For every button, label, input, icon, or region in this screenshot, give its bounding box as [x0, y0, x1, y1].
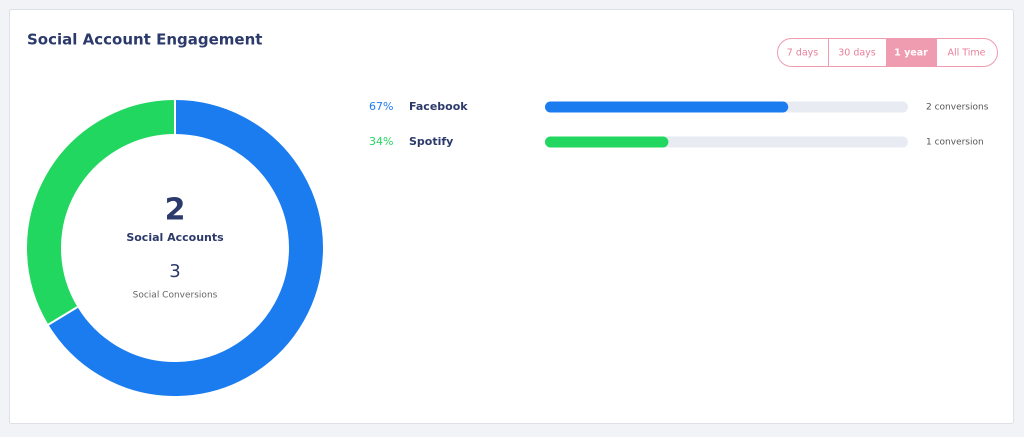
- account-name: Spotify: [409, 135, 453, 148]
- rows: 67% Facebook 2 conversions 34% Spotify 1 conv…: [369, 100, 989, 148]
- percent-label: 67%: [369, 100, 393, 113]
- donut: 2 Social Accounts 3 Social Conversions: [27, 100, 323, 396]
- filter-button[interactable]: 7 days: [787, 48, 819, 59]
- filter-button[interactable]: 30 days: [838, 48, 876, 59]
- card-title: Social Account Engagement: [27, 31, 262, 49]
- center-secondary-value: 3: [169, 261, 180, 282]
- filter-button[interactable]: 1 year: [894, 48, 928, 59]
- card: [9, 9, 1014, 424]
- filter-active-bg: [886, 38, 937, 67]
- filter-button[interactable]: All Time: [947, 48, 985, 59]
- center-secondary-label: Social Conversions: [133, 291, 218, 301]
- percent-label: 34%: [369, 135, 393, 148]
- donut-segment: [27, 100, 176, 325]
- segment-gap: [47, 306, 78, 326]
- bar: [545, 136, 669, 148]
- account-name: Facebook: [409, 100, 468, 113]
- center-label: Social Accounts: [126, 231, 224, 244]
- donut-segment: [48, 100, 323, 396]
- conversion-label: 1 conversion: [926, 138, 984, 148]
- bar: [545, 101, 789, 113]
- center-value: 2: [165, 193, 186, 228]
- filter-group: 7 days 30 days 1 year All Time: [777, 38, 998, 67]
- conversion-label: 2 conversions: [926, 103, 989, 113]
